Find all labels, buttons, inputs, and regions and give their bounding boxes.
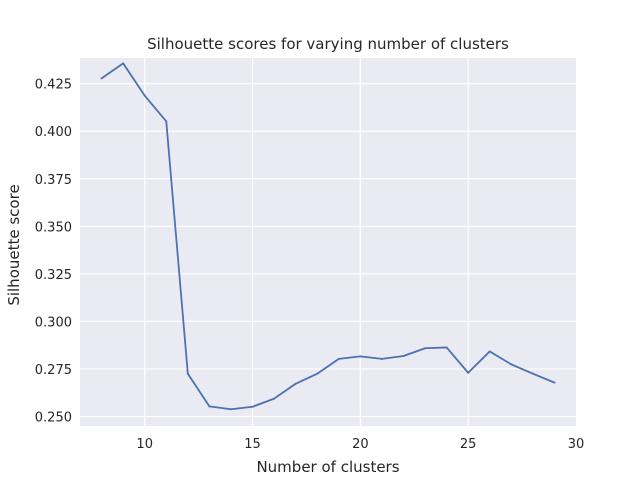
x-axis-label: Number of clusters: [256, 458, 399, 476]
data-point: [316, 372, 319, 375]
x-tick-label: 15: [244, 437, 261, 452]
series-layer: [100, 62, 556, 411]
data-point: [186, 372, 189, 375]
y-tick-label: 0.425: [35, 78, 72, 93]
x-tick-label: 20: [352, 437, 369, 452]
y-tick-label: 0.325: [35, 268, 72, 283]
data-point: [553, 381, 556, 384]
y-tick-label: 0.250: [35, 410, 72, 425]
data-point: [467, 371, 470, 374]
y-tick-label: 0.300: [35, 315, 72, 330]
data-point: [510, 363, 513, 366]
grid-layer: [80, 58, 576, 426]
x-tick-label: 10: [136, 437, 153, 452]
y-tick-label: 0.400: [35, 125, 72, 140]
tick-layer: 10 15 20 25 30 0.250 0.275 0.300 0.325 0.350 0.375…: [35, 78, 584, 452]
data-point: [273, 397, 276, 400]
data-point: [488, 350, 491, 353]
data-point: [380, 357, 383, 360]
y-tick-label: 0.275: [35, 363, 72, 378]
data-point: [251, 405, 254, 408]
data-point: [229, 408, 232, 411]
y-axis-label: Silhouette score: [5, 184, 23, 305]
chart-title: Silhouette scores for varying number of …: [147, 35, 509, 53]
data-point: [122, 62, 125, 65]
plot-background: [80, 58, 576, 426]
data-point: [165, 120, 168, 123]
series-line: [101, 62, 555, 411]
data-point: [208, 405, 211, 408]
data-point: [143, 94, 146, 97]
y-tick-label: 0.375: [35, 173, 72, 188]
x-tick-label: 25: [460, 437, 477, 452]
data-point: [100, 77, 103, 80]
data-point: [359, 355, 362, 358]
data-point: [337, 357, 340, 360]
y-tick-label: 0.350: [35, 220, 72, 235]
data-point: [402, 355, 405, 358]
data-point: [531, 372, 534, 375]
x-tick-label: 30: [568, 437, 585, 452]
data-point: [445, 346, 448, 349]
data-point: [424, 347, 427, 350]
data-point: [294, 382, 297, 385]
